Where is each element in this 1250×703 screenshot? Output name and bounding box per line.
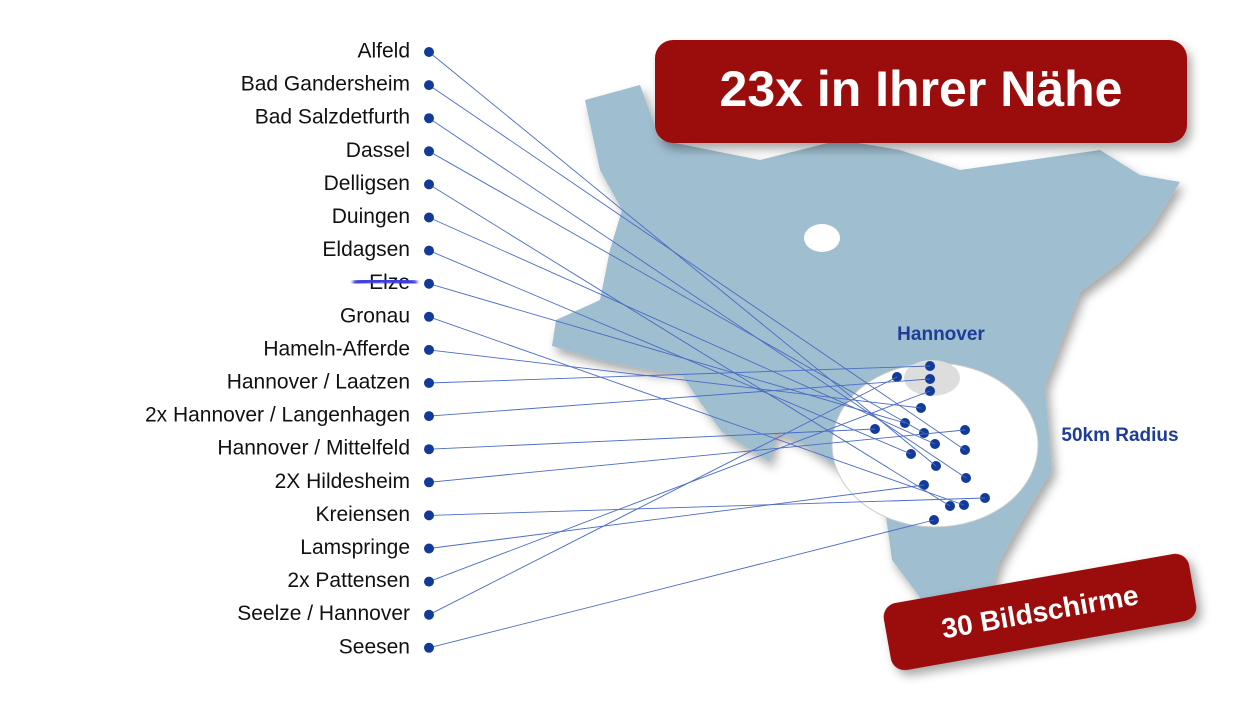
location-dot — [424, 245, 434, 256]
location-label: Bad Gandersheim — [241, 73, 410, 96]
location-dot — [424, 47, 434, 57]
title-box — [655, 40, 1187, 143]
location-label: Hannover / Laatzen — [227, 371, 410, 394]
location-dot — [424, 179, 434, 190]
location-label: 2X Hildesheim — [275, 470, 410, 493]
connection-line — [428, 283, 906, 424]
location-dot — [424, 510, 434, 521]
connection-line — [428, 184, 951, 507]
location-label: 2x Pattensen — [287, 569, 410, 592]
badge: 30 Bildschirme — [883, 553, 1197, 671]
location-dot — [424, 212, 434, 223]
location-dot — [424, 378, 434, 388]
connection-line — [428, 484, 925, 549]
connection-line — [428, 519, 935, 649]
location-dot — [424, 80, 434, 91]
location-dot — [424, 477, 434, 488]
connection-line — [428, 250, 912, 455]
connection-line — [428, 429, 966, 483]
location-label: Duingen — [332, 205, 410, 228]
location-dot — [424, 344, 434, 355]
location-label: Gronau — [340, 304, 410, 327]
location-dot — [424, 576, 434, 587]
location-label: Seesen — [339, 635, 410, 658]
location-label: Delligsen — [324, 172, 410, 195]
badge-box — [883, 553, 1197, 671]
location-label: Dassel — [346, 139, 410, 162]
location-dot — [424, 543, 434, 554]
location-label: Hameln-Afferde — [263, 337, 410, 360]
title: 23x in Ihrer Nähe — [720, 61, 1123, 117]
location-dot — [424, 311, 434, 322]
connection-line — [428, 365, 931, 384]
connection-line — [428, 84, 966, 451]
location-label: Alfeld — [357, 40, 410, 63]
location-label: Lamspringe — [300, 536, 410, 559]
connection-line — [428, 428, 876, 450]
connection-line — [428, 497, 986, 516]
location-label: Kreiensen — [315, 503, 410, 526]
connections — [428, 51, 990, 649]
location-dot — [424, 278, 434, 289]
location-list: Alfeld Bad Gandersheim Bad Salzdetfurth Das… — [145, 40, 434, 658]
region-map — [552, 85, 1180, 640]
location-dot — [424, 113, 434, 124]
location-label: Hannover / Mittelfeld — [217, 437, 410, 460]
connection-line — [428, 217, 936, 445]
lake — [804, 224, 840, 252]
location-label: Seelze / Hannover — [237, 602, 410, 625]
location-dot — [424, 444, 434, 455]
location-dot — [424, 411, 434, 422]
connection-line — [428, 150, 925, 434]
location-label: Bad Salzdetfurth — [255, 106, 410, 129]
radius-label: 50km Radius — [1061, 425, 1178, 446]
strike-mark — [352, 276, 418, 287]
location-dot — [424, 642, 434, 653]
city-label: Hannover — [897, 324, 985, 345]
connection-line — [428, 390, 931, 583]
location-label: 2x Hannover / Langenhagen — [145, 404, 410, 427]
connection-line — [428, 349, 922, 409]
connection-line — [428, 376, 898, 616]
location-label: Eldagsen — [322, 238, 410, 261]
connection-line — [428, 378, 931, 417]
location-dot — [424, 609, 434, 620]
location-dot — [424, 146, 434, 157]
connection-line — [428, 316, 965, 506]
connection-line — [428, 51, 937, 467]
